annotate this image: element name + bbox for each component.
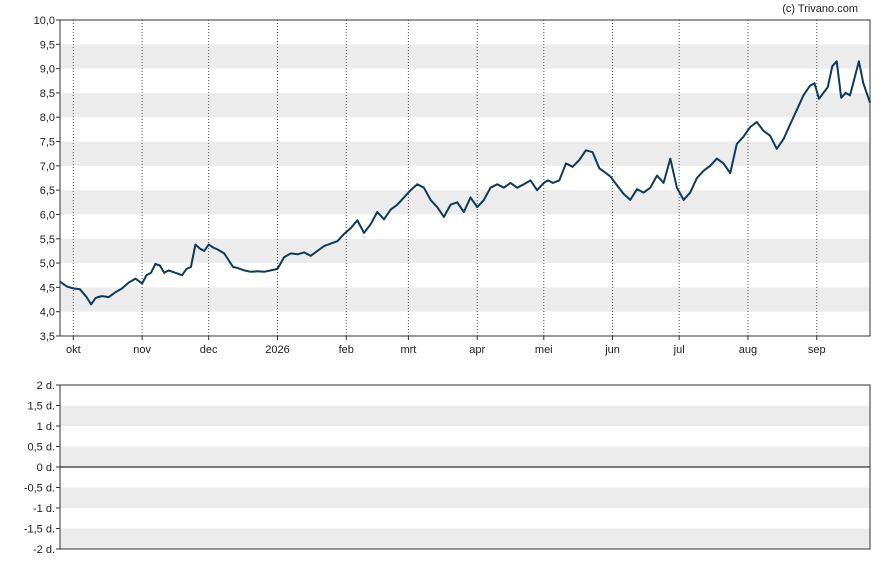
x-tick-label: jul (673, 344, 685, 356)
x-tick-label: aug (739, 344, 757, 356)
y-tick-label: 8,0 (40, 112, 55, 124)
sub-band (60, 467, 870, 488)
price-band (60, 165, 870, 191)
x-tick-label: okt (66, 344, 81, 356)
y-tick-label: 6,0 (40, 209, 55, 221)
sub-band-shaded (60, 446, 870, 467)
y-tick-label: 10,0 (34, 15, 55, 27)
sub-band-shaded (60, 528, 870, 549)
price-band-shaded (60, 141, 870, 166)
y-tick-label: 4,0 (40, 307, 55, 319)
price-chart-y-axis: 3,5 4,0 4,5 5,0 5,5 6,0 6,5 7,0 7,5 8,0 8,5 9,0 9,5 1… (34, 15, 60, 343)
price-chart-frame (59, 19, 871, 337)
price-band (60, 214, 870, 239)
y-tick-label: 7,0 (40, 161, 55, 173)
x-tick-label: 2026 (265, 344, 289, 356)
sub-y-tick-label: 2 d. (37, 380, 55, 392)
sub-band (60, 385, 870, 406)
x-tick-label: feb (339, 344, 354, 356)
sub-band (60, 426, 870, 447)
price-band-shaded (60, 238, 870, 264)
sub-y-tick-label: -1,5 d. (24, 524, 55, 536)
price-band (60, 263, 870, 288)
y-tick-label: 8,5 (40, 88, 55, 100)
price-chart-x-axis: okt nov dec 2026 feb mrt apr mei jun jul aug sep (66, 336, 826, 356)
y-tick-label: 3,5 (40, 331, 55, 343)
price-chart: 3,5 4,0 4,5 5,0 5,5 6,0 6,5 7,0 7,5 8,0 8,5 9,0 9,5 1… (34, 15, 871, 356)
price-band (60, 117, 870, 142)
sub-band-shaded (60, 405, 870, 426)
y-tick-label: 6,5 (40, 185, 55, 197)
x-tick-label: mei (535, 344, 553, 356)
sub-band-shaded (60, 487, 870, 508)
price-band-shaded (60, 92, 870, 118)
price-chart-bands (60, 20, 870, 336)
price-band (60, 20, 870, 45)
y-tick-label: 4,5 (40, 282, 55, 294)
sub-chart-y-axis: 2 d. 1,5 d. 1 d. 0,5 d. 0 d. -0,5 d. -1 d. -1,5… (24, 380, 60, 556)
sub-y-tick-label: 1,5 d. (27, 401, 55, 413)
sub-band (60, 508, 870, 529)
x-tick-label: jun (604, 344, 620, 356)
x-tick-label: mrt (400, 344, 416, 356)
y-tick-label: 9,5 (40, 39, 55, 51)
copyright-label: (c) Trivano.com (782, 3, 858, 15)
sub-y-tick-label: -2 d. (33, 544, 55, 556)
sub-y-tick-label: 0 d. (37, 462, 55, 474)
y-tick-label: 9,0 (40, 64, 55, 76)
sub-chart-bands (60, 385, 870, 549)
y-tick-label: 5,0 (40, 258, 55, 270)
x-tick-label: sep (808, 344, 826, 356)
sub-y-tick-label: -1 d. (33, 503, 55, 515)
price-series-line (59, 60, 871, 306)
price-band (60, 68, 870, 93)
y-tick-label: 7,5 (40, 137, 55, 149)
price-band-shaded (60, 44, 870, 69)
sub-y-tick-label: -0,5 d. (24, 483, 55, 495)
sub-chart: 2 d. 1,5 d. 1 d. 0,5 d. 0 d. -0,5 d. -1 d. -1,5… (24, 380, 871, 556)
price-band-shaded (60, 287, 870, 312)
x-tick-label: nov (133, 344, 151, 356)
price-band (60, 311, 870, 336)
sub-y-tick-label: 0,5 d. (27, 442, 55, 454)
y-tick-label: 5,5 (40, 234, 55, 246)
x-tick-label: apr (469, 344, 485, 356)
sub-y-tick-label: 1 d. (37, 421, 55, 433)
x-tick-label: dec (200, 344, 218, 356)
